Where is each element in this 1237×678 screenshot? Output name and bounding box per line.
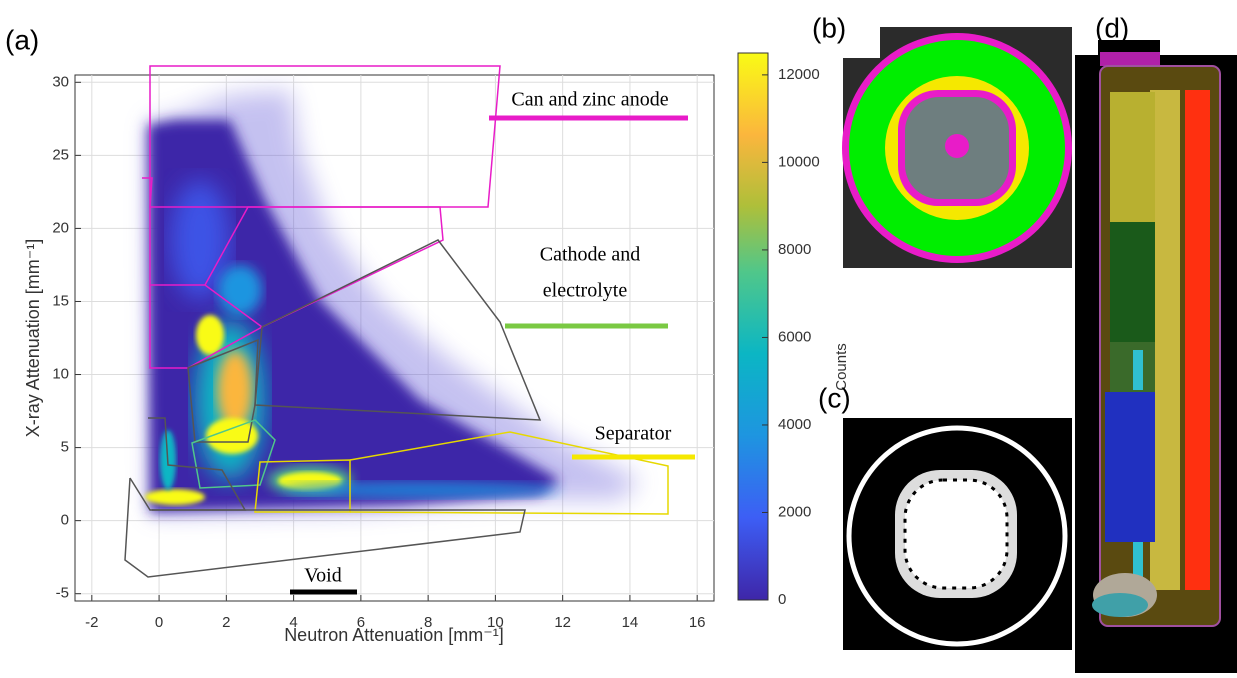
y-tick-label: 0	[61, 512, 69, 529]
x-tick-label: -2	[85, 614, 98, 631]
annotation: Can and zinc anode	[511, 89, 668, 111]
y-tick-label: 10	[52, 365, 69, 382]
x-tick-label: 4	[289, 614, 297, 631]
colorbar-tick-label: 4000	[778, 416, 811, 433]
colorbar-tick-label: 6000	[778, 328, 811, 345]
x-axis-label: Neutron Attenuation [mm⁻¹]	[284, 625, 504, 645]
x-tick-label: 16	[689, 614, 706, 631]
segmentation-regions	[124, 65, 669, 578]
x-tick-label: 2	[222, 614, 230, 631]
y-tick-label: 5	[61, 439, 69, 456]
x-tick-label: 10	[487, 614, 504, 631]
panel-label: (a)	[5, 24, 39, 55]
annotation: electrolyte	[543, 280, 628, 302]
colorbar-tick-label: 12000	[778, 66, 820, 83]
x-tick-label: 0	[155, 614, 163, 631]
annotation: Separator	[595, 423, 672, 445]
panel-b-image	[842, 27, 1072, 268]
panel-d-image	[1075, 40, 1237, 673]
colorbar-tick-label: 2000	[778, 503, 811, 520]
colorbar-label: Counts	[833, 343, 850, 391]
x-tick-label: 6	[357, 614, 365, 631]
panel-c-image	[843, 418, 1072, 650]
y-tick-label: -5	[56, 585, 69, 602]
y-axis-label: X-ray Attenuation [mm⁻¹]	[23, 239, 43, 438]
colorbar-tick-label: 10000	[778, 153, 820, 170]
panel-label: (d)	[1095, 12, 1129, 43]
plot-area: -2 0 2 4 6 8 10 12 14 16 -5 0 5 10 15 20 25 30 Neutron At…	[23, 65, 715, 645]
colorbar-tick-label: 0	[778, 591, 786, 608]
panel-label: (b)	[812, 12, 846, 43]
colorbar-tick-label: 8000	[778, 241, 811, 258]
y-tick-label: 30	[52, 73, 69, 90]
x-tick-label: 14	[622, 614, 639, 631]
x-tick-label: 8	[424, 614, 432, 631]
annotation: Void	[304, 565, 341, 587]
annotation: Cathode and	[540, 244, 641, 266]
colorbar	[737, 52, 769, 601]
panel-label: (c)	[818, 382, 851, 413]
y-tick-label: 25	[52, 146, 69, 163]
y-tick-label: 15	[52, 292, 69, 309]
x-tick-label: 12	[554, 614, 571, 631]
y-tick-label: 20	[52, 219, 69, 236]
